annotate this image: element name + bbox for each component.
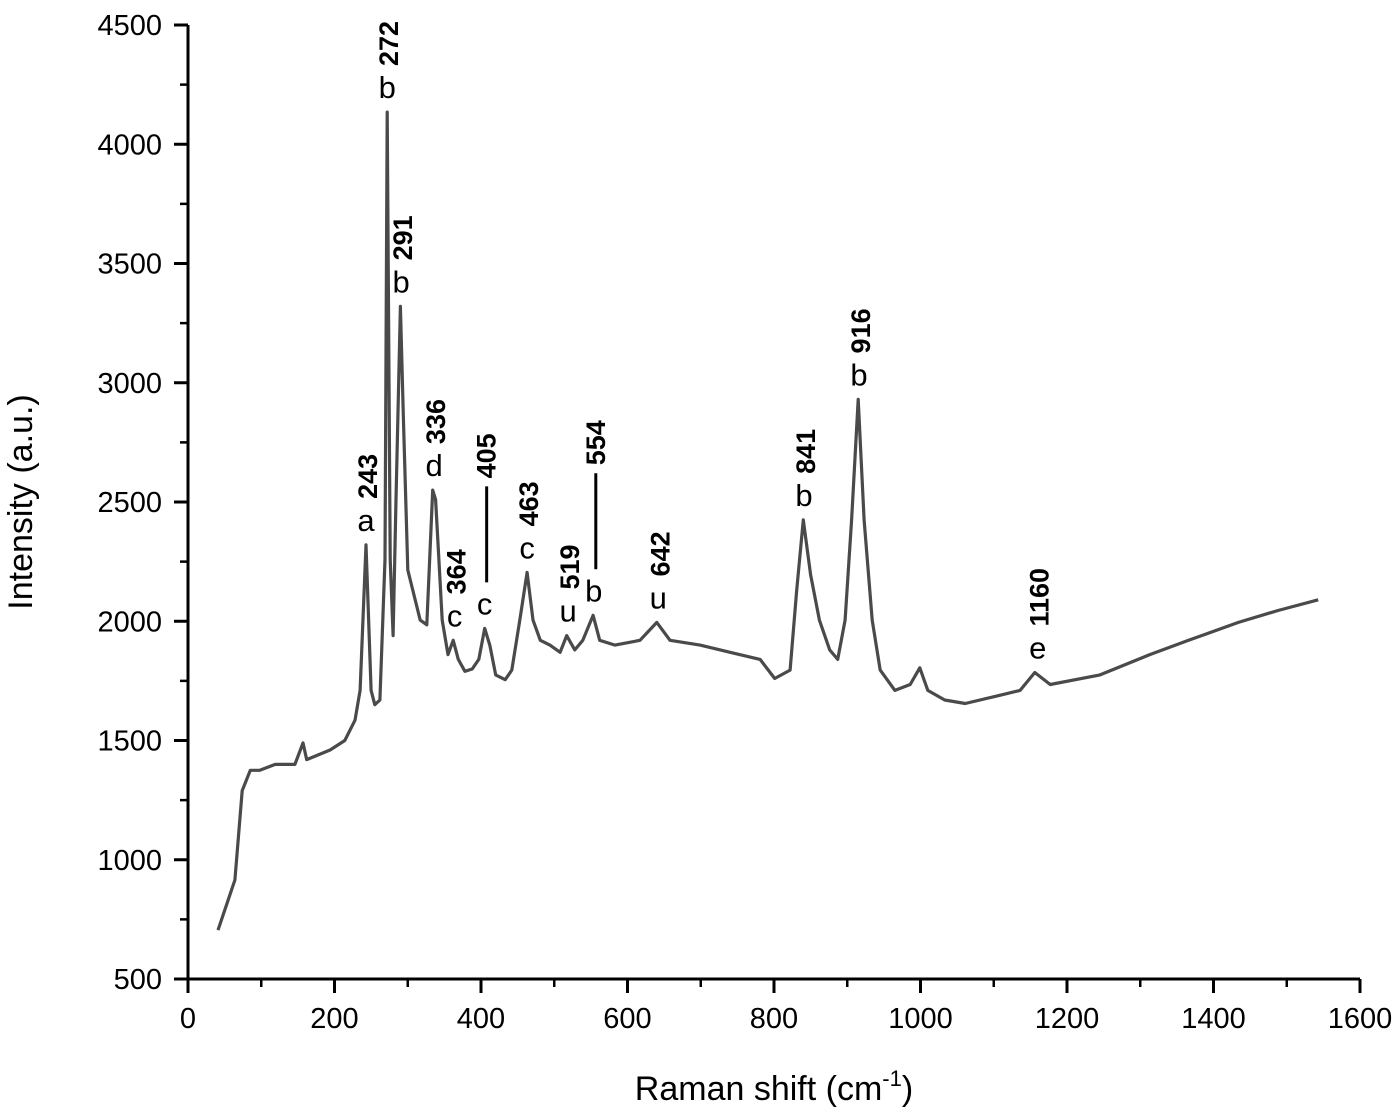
peak-number: 364 <box>442 549 472 594</box>
peak-number: 272 <box>374 21 404 66</box>
peak-letter: b <box>393 264 410 299</box>
peak-annotation: d 336 <box>421 399 451 483</box>
peak-letter: b <box>379 70 396 105</box>
y-tick-label: 2000 <box>97 606 162 638</box>
peak-number: 463 <box>514 481 544 526</box>
peak-number: 336 <box>421 399 451 444</box>
peak-letter: e <box>1029 631 1046 666</box>
peak-letter: c <box>477 586 493 621</box>
peak-annotation: b 554 <box>581 420 611 608</box>
peak-letter: a <box>357 503 375 538</box>
x-tick-label: 1600 <box>1328 1003 1393 1035</box>
peak-letter: c <box>447 598 463 633</box>
x-axis-title: Raman shift (cm-1) <box>635 1066 913 1108</box>
peak-letter: d <box>425 448 442 483</box>
x-tick-label: 600 <box>603 1003 651 1035</box>
peak-letter: b <box>585 573 602 608</box>
peak-letter: b <box>795 478 812 513</box>
peak-number: 642 <box>645 531 675 576</box>
x-tick-label: 1000 <box>888 1003 953 1035</box>
ticks: 0 200 400 600 800 1000 1200 1400 1600 500 1000 1500… <box>97 10 1392 1035</box>
peak-annotation: u 642 <box>645 531 675 615</box>
peak-number: 916 <box>846 308 876 353</box>
peak-letter: b <box>850 357 867 392</box>
peak-annotations: a243b272b291d336c364c405c463u519b554u642… <box>353 21 1055 666</box>
x-tick-label: 200 <box>310 1003 358 1035</box>
x-tick-label: 1400 <box>1181 1003 1246 1035</box>
peak-annotation: e 1160 <box>1025 568 1055 666</box>
peak-number: 519 <box>555 544 585 589</box>
x-axis-title-sup: -1 <box>882 1066 902 1091</box>
peak-annotation: b 291 <box>388 215 418 299</box>
peak-letter: c <box>519 530 535 565</box>
y-tick-label: 4500 <box>97 10 162 42</box>
y-tick-label: 4000 <box>97 129 162 161</box>
x-tick-label: 0 <box>180 1003 196 1035</box>
y-tick-label: 1000 <box>97 845 162 877</box>
peak-annotation: b 916 <box>846 308 876 392</box>
x-tick-label: 1200 <box>1035 1003 1100 1035</box>
peak-number: 1160 <box>1025 568 1055 627</box>
y-tick-label: 3000 <box>97 368 162 400</box>
x-tick-label: 800 <box>750 1003 798 1035</box>
spectrum-line <box>216 110 1319 931</box>
peak-number: 405 <box>472 433 502 478</box>
peak-number: 291 <box>388 215 418 260</box>
y-tick-label: 2500 <box>97 487 162 519</box>
x-tick-label: 400 <box>457 1003 505 1035</box>
peak-letter: u <box>560 594 577 629</box>
peak-number: 243 <box>353 454 383 499</box>
peak-annotation: b 272 <box>374 21 404 105</box>
peak-annotation: c 405 <box>472 433 502 621</box>
y-tick-label: 3500 <box>97 249 162 281</box>
y-tick-label: 1500 <box>97 726 162 758</box>
y-axis-title: Intensity (a.u.) <box>2 394 40 609</box>
peak-letter: u <box>650 580 667 615</box>
peak-annotation: c 364 <box>442 549 472 633</box>
y-tick-label: 500 <box>114 964 162 996</box>
peak-annotation: a 243 <box>353 454 383 538</box>
peak-annotation: u 519 <box>555 544 585 628</box>
peak-number: 554 <box>581 420 611 465</box>
peak-annotation: b 841 <box>791 429 821 513</box>
peak-annotation: c 463 <box>514 481 544 565</box>
peak-number: 841 <box>791 429 821 474</box>
